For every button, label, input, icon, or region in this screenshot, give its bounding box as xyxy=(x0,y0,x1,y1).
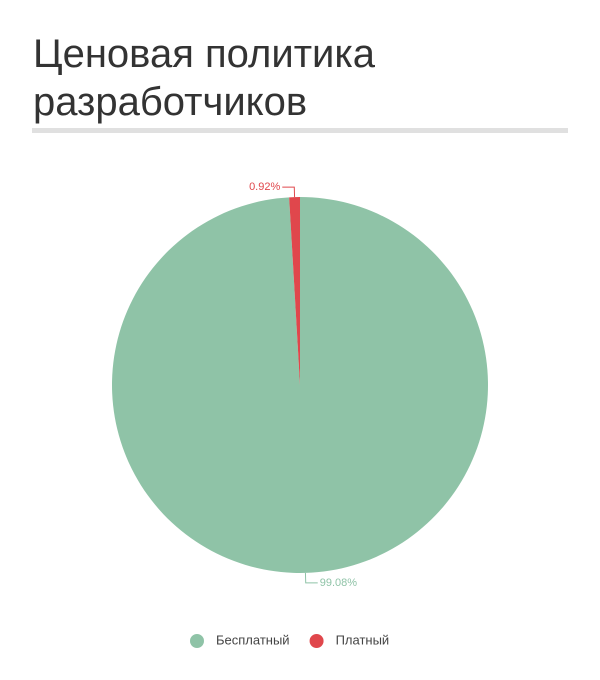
legend-marker xyxy=(190,634,204,648)
pie-slice xyxy=(289,197,300,385)
legend-label: Платный xyxy=(336,632,390,647)
pie-slice xyxy=(111,197,488,574)
data-label: 0.92% xyxy=(249,181,280,193)
title-rule xyxy=(32,128,568,133)
leader-line xyxy=(282,186,296,198)
leader-line xyxy=(304,572,318,584)
chart-title: Ценовая политика разработчиков xyxy=(33,32,375,124)
legend-label: Бесплатный xyxy=(216,632,290,647)
legend-marker xyxy=(309,634,324,648)
data-label: 99.08% xyxy=(320,577,358,589)
